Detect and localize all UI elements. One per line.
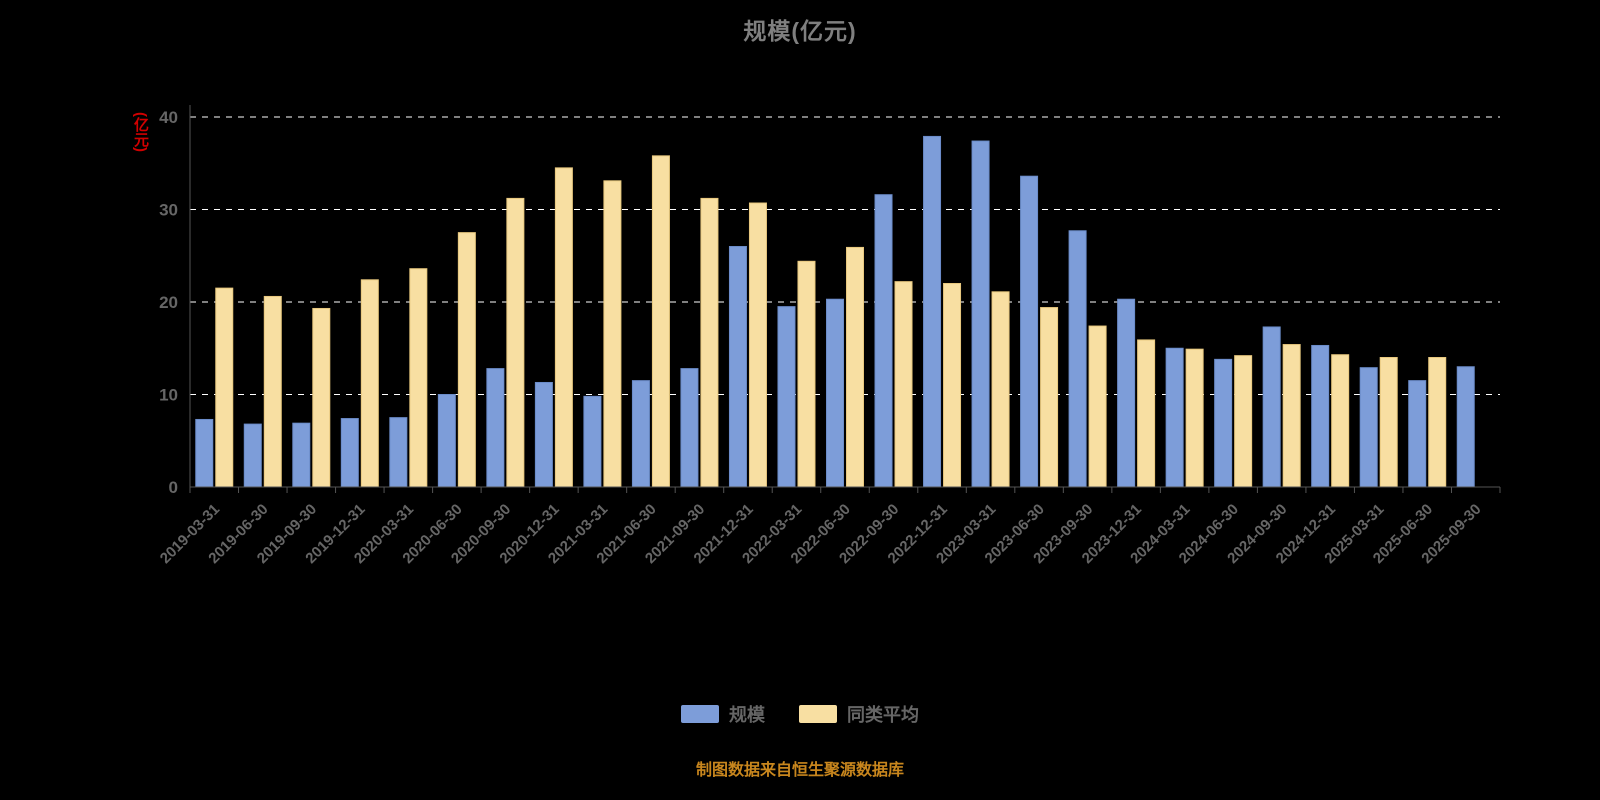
- y-tick-label-30: 30: [159, 201, 178, 220]
- bar-规模-2021-03-31: [583, 395, 602, 488]
- bar-同类平均-2022-09-30: [894, 281, 913, 488]
- bar-同类平均-2024-12-31: [1331, 354, 1350, 488]
- bar-规模-2023-12-31: [1117, 298, 1136, 488]
- bar-同类平均-2020-12-31: [554, 167, 573, 488]
- bar-同类平均-2021-12-31: [748, 202, 767, 488]
- bar-规模-2022-03-31: [777, 306, 796, 488]
- bar-同类平均-2020-03-31: [409, 268, 428, 488]
- bar-规模-2023-03-31: [971, 140, 990, 488]
- bar-同类平均-2021-06-30: [651, 155, 670, 488]
- bar-同类平均-2020-06-30: [457, 232, 476, 488]
- bar-同类平均-2024-03-31: [1185, 348, 1204, 488]
- bar-规模-2019-03-31: [195, 418, 214, 488]
- legend: 规模 同类平均: [0, 701, 1600, 727]
- bar-规模-2021-09-30: [680, 368, 699, 488]
- bar-规模-2024-06-30: [1214, 358, 1233, 488]
- bar-同类平均-2020-09-30: [506, 197, 525, 488]
- bar-同类平均-2022-06-30: [846, 246, 864, 488]
- bar-同类平均-2022-12-31: [943, 283, 962, 488]
- bar-同类平均-2025-03-31: [1379, 357, 1398, 488]
- bar-规模-2019-12-31: [340, 418, 359, 488]
- data-source-caption: 制图数据来自恒生聚源数据库: [695, 762, 904, 779]
- bar-规模-2020-12-31: [534, 381, 553, 488]
- bar-同类平均-2023-03-31: [991, 291, 1010, 488]
- bar-规模-2022-12-31: [923, 135, 942, 488]
- bar-同类平均-2023-09-30: [1088, 325, 1107, 488]
- bar-同类平均-2019-09-30: [312, 307, 331, 488]
- bar-规模-2020-09-30: [486, 368, 505, 488]
- bar-规模-2022-06-30: [826, 298, 844, 488]
- bar-同类平均-2023-06-30: [1040, 307, 1059, 488]
- bar-同类平均-2023-12-31: [1137, 339, 1156, 488]
- bar-规模-2019-09-30: [292, 422, 311, 488]
- bar-规模-2021-06-30: [631, 380, 650, 488]
- chart-title: 规模(亿元): [743, 18, 857, 44]
- legend-swatch-scale: [681, 705, 719, 723]
- bar-同类平均-2024-09-30: [1282, 344, 1301, 488]
- bar-同类平均-2019-06-30: [263, 295, 282, 488]
- bar-规模-2025-09-30: [1456, 366, 1475, 488]
- bar-同类平均-2024-06-30: [1234, 355, 1253, 488]
- bar-规模-2019-06-30: [243, 423, 262, 488]
- bar-规模-2020-03-31: [389, 417, 408, 488]
- bar-同类平均-2021-03-31: [603, 180, 622, 488]
- bar-同类平均-2021-09-30: [700, 197, 719, 488]
- bar-规模-2025-03-31: [1359, 367, 1378, 488]
- bar-规模-2022-09-30: [874, 194, 893, 488]
- bar-同类平均-2022-03-31: [797, 260, 816, 488]
- y-axis-unit-label: (亿元): [132, 112, 149, 152]
- legend-item-category-average[interactable]: 同类平均: [799, 701, 919, 727]
- bar-规模-2021-12-31: [728, 246, 747, 488]
- bar-规模-2020-06-30: [437, 394, 456, 488]
- bar-规模-2024-03-31: [1165, 347, 1184, 488]
- y-tick-label-20: 20: [159, 293, 178, 312]
- bar-同类平均-2025-06-30: [1428, 357, 1447, 488]
- bar-规模-2025-06-30: [1408, 380, 1427, 488]
- y-tick-label-10: 10: [159, 386, 178, 405]
- legend-swatch-category-average: [799, 705, 837, 723]
- y-tick-label-0: 0: [169, 478, 178, 497]
- legend-item-scale[interactable]: 规模: [681, 701, 765, 727]
- bar-规模-2024-12-31: [1311, 344, 1330, 488]
- bar-规模-2024-09-30: [1262, 326, 1281, 488]
- legend-label-category-average: 同类平均: [847, 705, 919, 725]
- y-tick-label-40: 40: [159, 108, 178, 127]
- legend-label-scale: 规模: [729, 705, 765, 725]
- bar-规模-2023-09-30: [1068, 230, 1087, 488]
- bar-同类平均-2019-03-31: [215, 287, 234, 488]
- bar-同类平均-2019-12-31: [360, 279, 379, 488]
- bar-规模-2023-06-30: [1020, 175, 1039, 488]
